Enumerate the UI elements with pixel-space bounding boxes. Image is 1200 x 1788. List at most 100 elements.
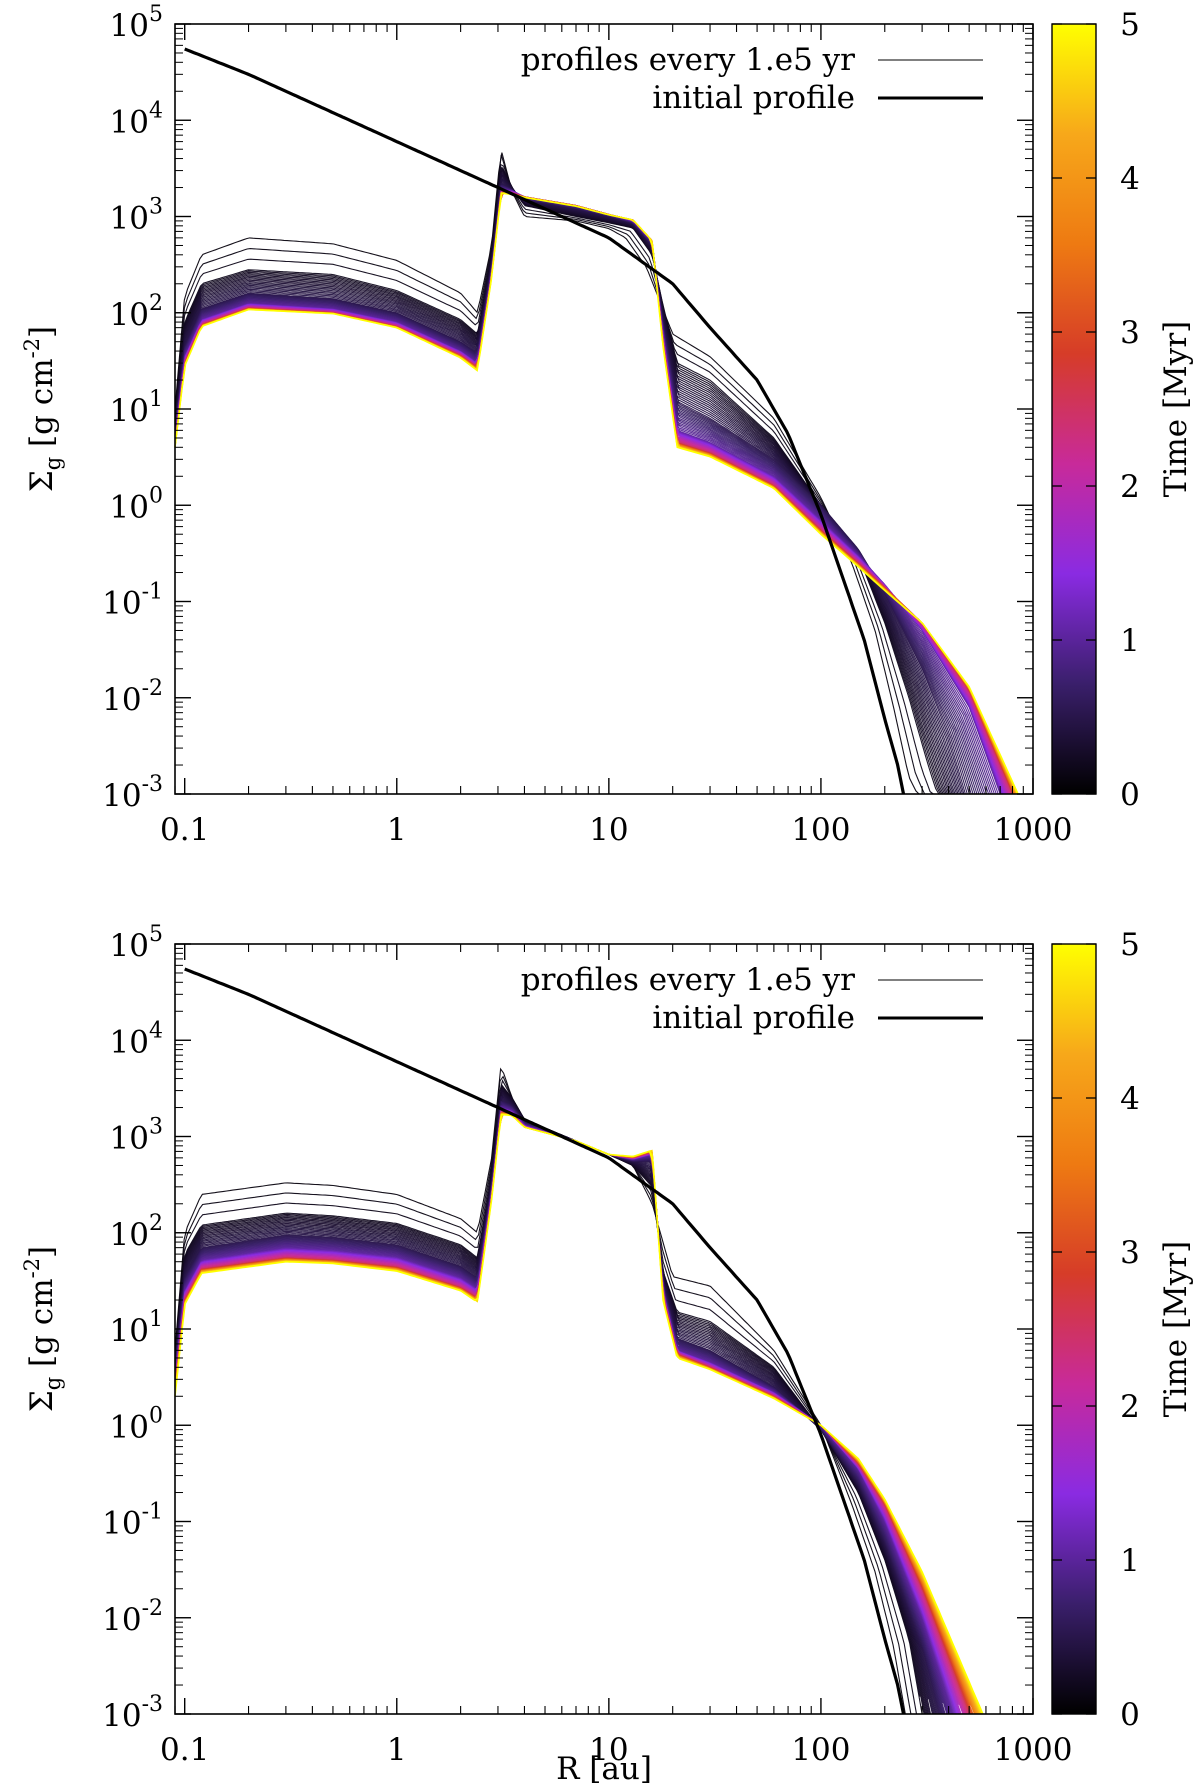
- x-tick-label: 1000: [994, 812, 1073, 848]
- top-axis-ticks: 0.1 1 10 100 1000 105 104 103 102 101 100 10-1 10-2 1…: [102, 2, 1072, 848]
- y-tick-label: 105: [110, 2, 163, 44]
- profile-curve: [174, 1113, 982, 1715]
- profile-curve: [174, 186, 986, 795]
- profile-curve: [174, 1095, 934, 1715]
- y-tick-label: 103: [110, 195, 163, 237]
- bottom-panel: 0.1 1 10 100 100010510410310210110010-110-21…: [20, 922, 1194, 1787]
- profile-curve: [174, 172, 950, 795]
- profile-curve: [174, 175, 955, 795]
- y-tick-label: 10-1: [102, 1500, 163, 1542]
- y-tick-label: 10-2: [102, 1596, 163, 1638]
- x-tick-label: 10: [589, 812, 628, 848]
- profile-curve: [174, 191, 1014, 795]
- profile-curve-final: [174, 1113, 984, 1715]
- profile-curve: [174, 1111, 971, 1715]
- profile-curve: [174, 186, 982, 795]
- colorbar-tick-label: 1: [1120, 623, 1140, 659]
- profile-curve: [174, 1104, 948, 1715]
- profile-curve: [174, 191, 1014, 795]
- x-tick-label: 0.1: [160, 812, 209, 848]
- profile-curve: [174, 1103, 944, 1704]
- colorbar-tick-label: 4: [1120, 1081, 1140, 1117]
- svg-text:Σg [g cm-2]: Σg [g cm-2]: [20, 326, 65, 492]
- profile-curve: [174, 1067, 906, 1715]
- colorbar-tick-label: 2: [1120, 469, 1140, 505]
- profile-curve: [174, 1110, 968, 1715]
- profile-curve: [174, 1110, 965, 1715]
- top-colorbar: 0 1 2 3 4 5 Time [Myr]: [1051, 7, 1194, 813]
- profile-curve: [174, 1105, 952, 1715]
- y-tick-label: 102: [110, 1211, 163, 1253]
- y-tick-label: 103: [110, 1115, 163, 1157]
- profile-curve: [174, 1106, 953, 1715]
- profile-curve: [174, 177, 959, 795]
- profile-curve: [174, 1110, 964, 1715]
- bottom-axis-ticks: 0.1 1 10 100 1000 105 104 103 102 101 100 10-1 10-2 1…: [102, 922, 1072, 1768]
- profile-curve: [174, 1106, 953, 1715]
- initial-profile-line: [184, 47, 906, 795]
- profile-curve: [174, 1101, 945, 1715]
- colorbar-tick-label: 3: [1120, 1235, 1140, 1271]
- x-tick-label: 1000: [994, 1732, 1073, 1768]
- profile-curve: [174, 1083, 923, 1715]
- colorbar-tick-label: 1: [1120, 1543, 1140, 1579]
- profile-curve: [174, 173, 949, 795]
- profile-curve: [174, 1105, 950, 1715]
- bottom-colorbar: 0 1 2 3 4 5 Time [Myr]: [1051, 927, 1194, 1733]
- profile-curve: [174, 1097, 938, 1715]
- profile-curve: [174, 1111, 969, 1715]
- profile-curve: [174, 1089, 930, 1715]
- profile-curve: [174, 1098, 939, 1715]
- y-tick-label: 102: [110, 291, 163, 333]
- y-tick-label: 10-2: [102, 676, 163, 718]
- profile-curve: [174, 1113, 982, 1715]
- profile-curve: [174, 1092, 932, 1715]
- profile-curve: [174, 184, 974, 795]
- profile-curve: [174, 1094, 933, 1715]
- top-panel: 0.1 1 10 100 100010510410310210110010-110-21…: [20, 2, 1194, 848]
- profile-curve: [174, 188, 995, 795]
- y-tick-label: 101: [110, 387, 163, 429]
- bottom-ylabel-close: ]: [24, 1246, 60, 1258]
- profile-curve-final: [174, 192, 1019, 795]
- x-tick-label: 0.1: [160, 1732, 209, 1768]
- y-tick-label: 104: [110, 98, 163, 140]
- profile-curve: [174, 171, 947, 795]
- profile-curve: [174, 1109, 960, 1705]
- profile-curve: [174, 1105, 951, 1715]
- profile-curve: [174, 191, 1014, 795]
- profile-curve: [174, 1109, 961, 1715]
- bottom-profile-curves: [174, 1067, 984, 1715]
- top-ylabel-sub: g: [41, 457, 65, 470]
- colorbar-tick-label: 0: [1120, 1697, 1140, 1733]
- svg-text:Σg [g cm-2]: Σg [g cm-2]: [20, 1246, 65, 1412]
- top-legend-label-initial: initial profile: [652, 80, 855, 116]
- top-legend-label-profiles: profiles every 1.e5 yr: [521, 42, 855, 78]
- top-initial-profile: [184, 47, 906, 795]
- top-ylabel-unit: [g cm: [24, 358, 60, 456]
- y-tick-label: 10-3: [102, 1692, 163, 1734]
- top-y-axis-label: Σg [g cm-2]: [20, 326, 65, 492]
- y-tick-label: 101: [110, 1307, 163, 1349]
- bottom-colorbar-label: Time [Myr]: [1158, 1241, 1194, 1417]
- bottom-y-axis-label: Σg [g cm-2]: [20, 1246, 65, 1412]
- y-tick-label: 104: [110, 1018, 163, 1060]
- colorbar-tick-label: 4: [1120, 161, 1140, 197]
- bottom-colorbar-strip: [1051, 943, 1097, 1715]
- y-tick-label: 100: [110, 1403, 163, 1445]
- profile-curve: [174, 177, 956, 795]
- top-ylabel-sigma: Σ: [24, 470, 60, 492]
- y-tick-label: 105: [110, 922, 163, 964]
- profile-curve: [174, 1101, 942, 1715]
- y-tick-label: 10-3: [102, 772, 163, 814]
- x-axis-label: R [au]: [556, 1751, 652, 1787]
- profile-curve: [174, 1110, 967, 1715]
- x-tick-label: 100: [791, 812, 850, 848]
- profile-curve: [174, 1108, 960, 1715]
- bottom-initial-profile: [184, 967, 906, 1715]
- profile-curve: [174, 152, 923, 795]
- profile-curve: [174, 1075, 912, 1715]
- bottom-colorbar-ticks: 0 1 2 3 4 5: [1052, 927, 1140, 1733]
- x-tick-label: 1: [387, 1732, 407, 1768]
